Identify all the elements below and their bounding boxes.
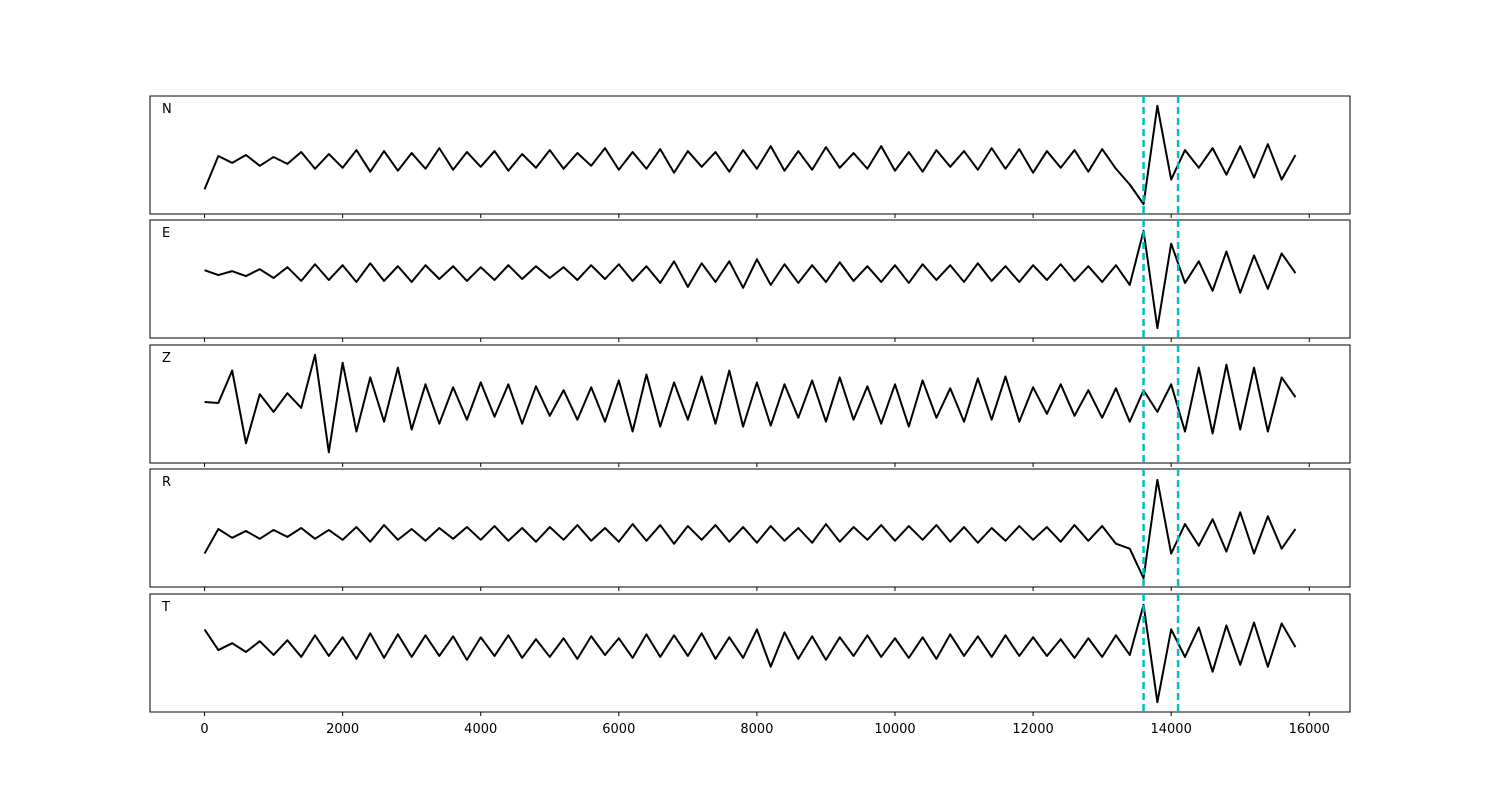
waveform xyxy=(203,603,1297,704)
panel-label: T xyxy=(161,600,170,615)
panel-frame xyxy=(149,593,1351,713)
waveform xyxy=(203,104,1297,206)
x-tick-label: 16000 xyxy=(1289,722,1330,737)
panel-label: E xyxy=(162,226,170,241)
x-tick-label: 2000 xyxy=(326,722,359,737)
panel-label: N xyxy=(162,102,172,117)
panel-frame xyxy=(149,344,1351,464)
x-tick-label: 6000 xyxy=(602,722,635,737)
x-tick-label: 0 xyxy=(200,722,208,737)
panel-frame xyxy=(149,219,1351,339)
x-tick-label: 4000 xyxy=(464,722,497,737)
waveform xyxy=(204,229,1297,330)
panel-frame xyxy=(149,468,1351,588)
x-tick-label: 12000 xyxy=(1012,722,1053,737)
x-tick-label: 8000 xyxy=(740,722,773,737)
panel-label: R xyxy=(162,475,171,490)
panel-frame xyxy=(149,95,1351,215)
x-tick-label: 10000 xyxy=(874,722,915,737)
waveform xyxy=(204,353,1297,454)
panel-label: Z xyxy=(162,351,171,366)
waveform xyxy=(203,478,1297,580)
x-tick-label: 14000 xyxy=(1150,722,1191,737)
